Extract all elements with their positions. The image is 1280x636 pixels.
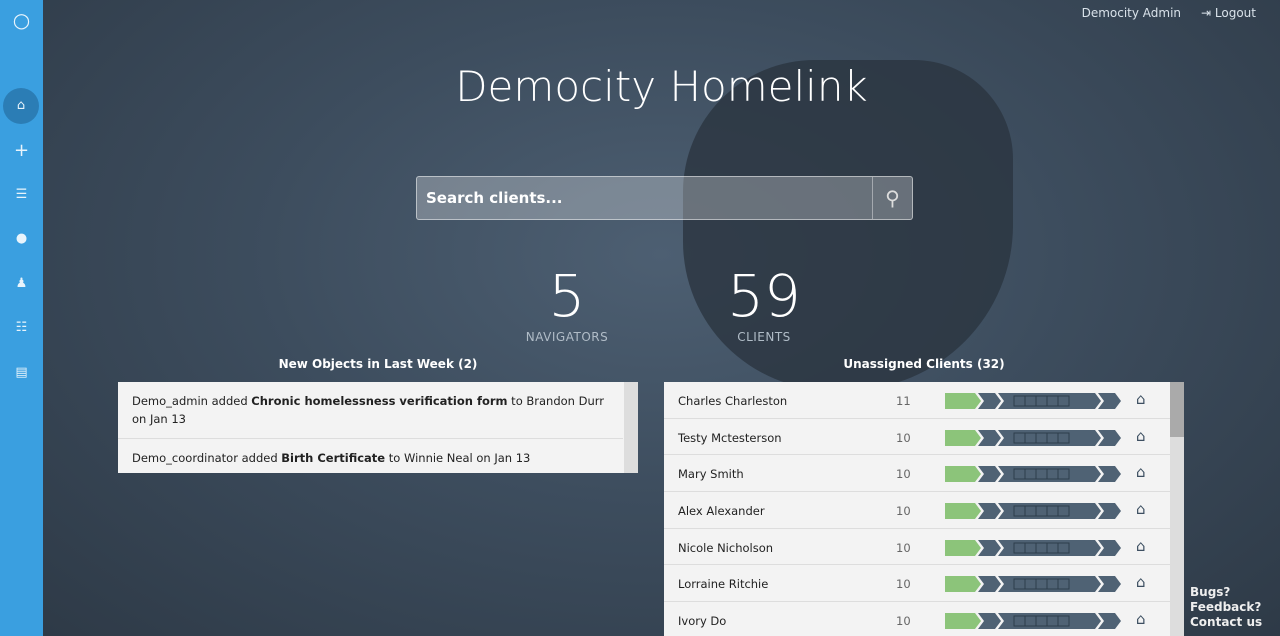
client-row[interactable]: Alex Alexander 10 ⌂ [664, 492, 1184, 529]
search-input[interactable] [417, 177, 867, 219]
unassigned-title: Unassigned Clients (32) [843, 357, 1005, 371]
progress-chevrons [945, 503, 1121, 520]
client-count: 10 [896, 504, 911, 519]
top-bar: Democity Admin ⇥ Logout [1062, 6, 1256, 20]
client-row[interactable]: Charles Charleston 11 ⌂ [664, 382, 1184, 419]
client-count: 10 [896, 577, 911, 592]
client-name[interactable]: Mary Smith [678, 467, 744, 482]
client-name[interactable]: Charles Charleston [678, 394, 788, 408]
client-count: 10 [896, 430, 911, 445]
logout-link[interactable]: ⇥ Logout [1201, 6, 1256, 20]
search-icon: ⚲ [885, 186, 900, 210]
activity-object[interactable]: Birth Certificate [281, 451, 386, 465]
client-name[interactable]: Alex Alexander [678, 504, 765, 519]
client-name[interactable]: Lorraine Ritchie [678, 577, 769, 592]
list-icon[interactable]: ☰ [15, 187, 28, 202]
home-icon[interactable]: ⌂ [1136, 390, 1146, 408]
client-count: 11 [896, 394, 911, 408]
sidebar: ○ ⌂ + ☰ ● ♟ ☷ ▤ [0, 0, 43, 636]
logout-label: Logout [1214, 6, 1256, 20]
stat-clients[interactable]: 59 CLIENTS [704, 262, 824, 344]
progress-chevrons [945, 613, 1121, 630]
page-title: Democity Homelink [455, 62, 868, 111]
client-count: 10 [896, 467, 911, 482]
logo-icon[interactable]: ○ [12, 8, 31, 32]
new-objects-panel: Demo_admin added Chronic homelessness ve… [118, 382, 638, 473]
checklist-icon[interactable]: ☷ [15, 320, 28, 335]
add-icon[interactable]: + [13, 140, 30, 161]
activity-item: Demo_admin added Chronic homelessness ve… [118, 382, 623, 439]
progress-chevrons [945, 393, 1121, 409]
progress-chevrons [945, 429, 1121, 446]
home-icon[interactable]: ⌂ [1136, 463, 1146, 482]
new-objects-title: New Objects in Last Week (2) [278, 357, 478, 371]
activity-user: Demo_coordinator added [132, 451, 282, 465]
activity-rest: to Winnie Neal on Jan 13 [385, 451, 531, 465]
stat-value: 59 [727, 262, 801, 330]
map-background [43, 0, 1280, 636]
stat-navigators[interactable]: 5 NAVIGATORS [507, 262, 627, 344]
progress-chevrons [945, 539, 1121, 556]
client-row[interactable]: Nicole Nicholson 10 ⌂ [664, 529, 1184, 566]
stat-value: 5 [548, 262, 586, 330]
home-icon[interactable]: ⌂ [1136, 536, 1146, 555]
progress-chevrons [945, 576, 1121, 593]
user-link[interactable]: Democity Admin [1081, 6, 1182, 20]
activity-user: Demo_admin added [132, 394, 252, 408]
client-name[interactable]: Nicole Nicholson [678, 540, 774, 555]
scrollbar[interactable] [1170, 382, 1184, 636]
home-icon[interactable]: ⌂ [1136, 610, 1146, 629]
scrollbar-thumb[interactable] [1170, 382, 1184, 437]
unassigned-panel: Charles Charleston 11 ⌂ Testy Mctesterson 10… [664, 382, 1184, 636]
users-icon[interactable]: ♟ [15, 276, 28, 291]
home-icon[interactable]: ⌂ [1136, 426, 1146, 445]
client-name[interactable]: Ivory Do [678, 614, 727, 629]
search-box: ⚲ [416, 176, 913, 220]
home-icon[interactable]: ⌂ [3, 88, 39, 124]
activity-item: Demo_coordinator added Birth Certificate… [118, 439, 623, 473]
user-icon[interactable]: ● [15, 231, 28, 246]
footer-feedback-link[interactable]: Bugs? Feedback? Contact us [1190, 585, 1263, 629]
client-count: 10 [896, 540, 911, 555]
scrollbar[interactable] [624, 382, 638, 473]
client-row[interactable]: Testy Mctesterson 10 ⌂ [664, 419, 1184, 456]
client-count: 10 [896, 614, 911, 629]
archive-icon[interactable]: ▤ [15, 365, 28, 380]
client-row[interactable]: Ivory Do 10 ⌂ [664, 602, 1184, 636]
home-icon[interactable]: ⌂ [1136, 500, 1146, 519]
client-row[interactable]: Lorraine Ritchie 10 ⌂ [664, 565, 1184, 603]
client-name[interactable]: Testy Mctesterson [678, 430, 782, 445]
activity-rest: to Brandon Durr on Jan 13 [132, 394, 605, 426]
home-icon[interactable]: ⌂ [1136, 573, 1146, 592]
search-button[interactable]: ⚲ [872, 177, 912, 219]
stat-label: CLIENTS [737, 330, 791, 344]
stat-label: NAVIGATORS [525, 330, 609, 344]
progress-chevrons [945, 466, 1121, 483]
activity-object[interactable]: Chronic homelessness verification form [251, 394, 508, 408]
client-row[interactable]: Mary Smith 10 ⌂ [664, 455, 1184, 493]
